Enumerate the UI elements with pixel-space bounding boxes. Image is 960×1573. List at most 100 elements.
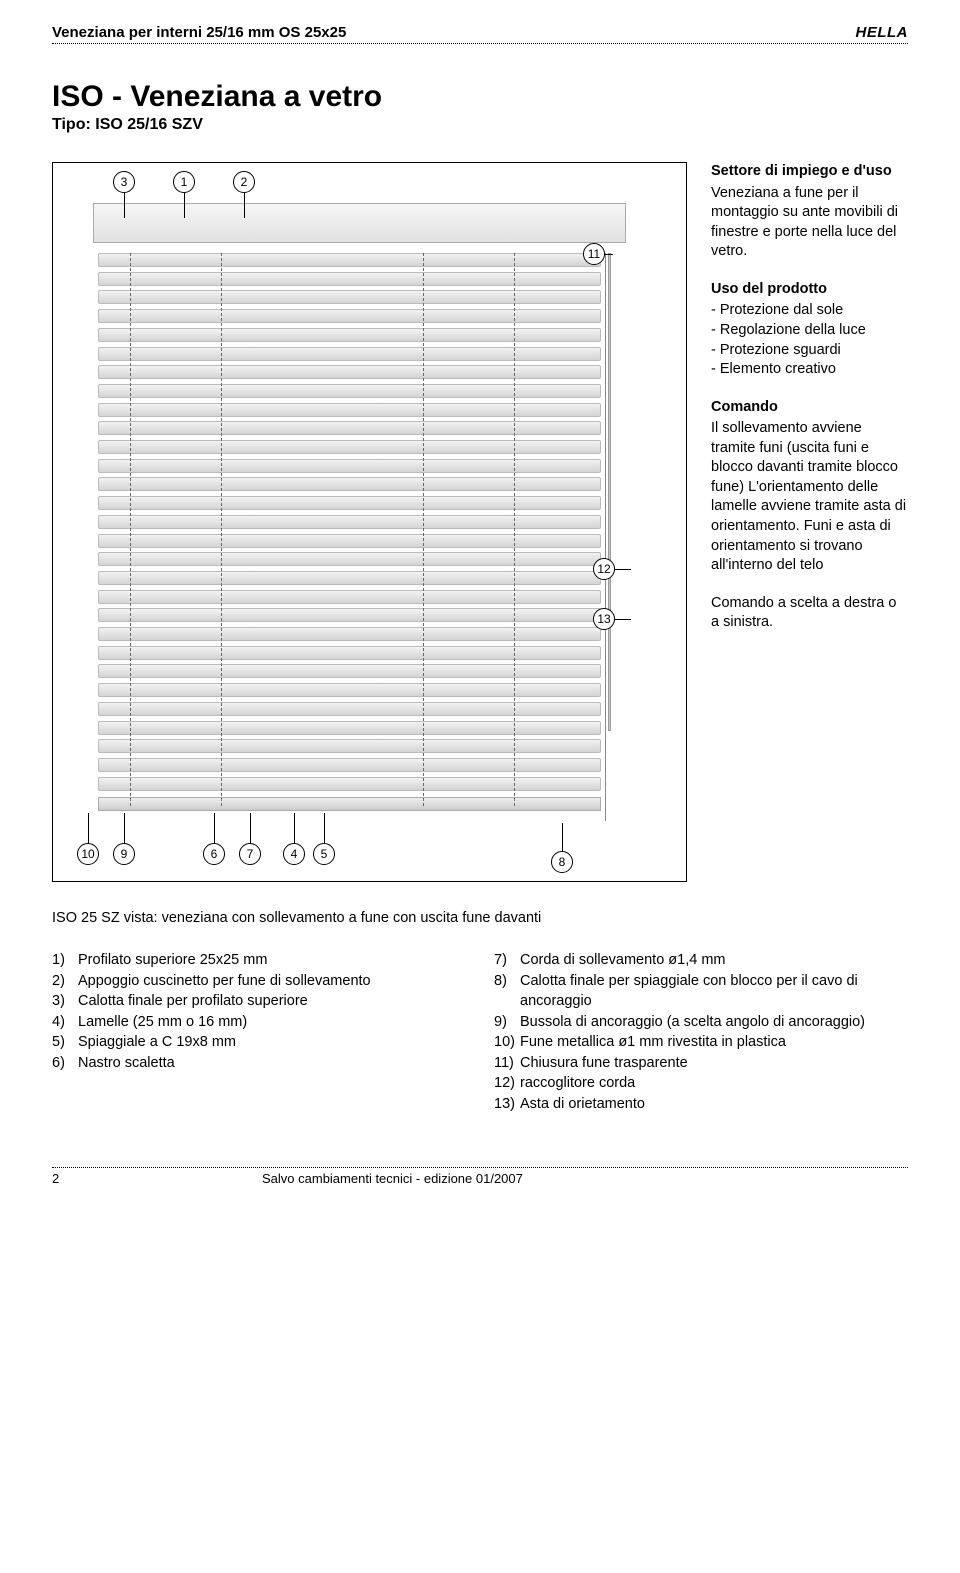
- legend-num: 6): [52, 1053, 78, 1074]
- slat: [98, 758, 601, 772]
- slat: [98, 253, 601, 267]
- bottom-rail: [98, 797, 601, 811]
- slat: [98, 590, 601, 604]
- ladder-cord: [514, 253, 515, 806]
- slat: [98, 664, 601, 678]
- legend-text: raccoglitore corda: [520, 1073, 635, 1094]
- section1-title: Settore di impiego e d'uso: [711, 162, 908, 182]
- slat: [98, 777, 601, 791]
- legend-item: 11)Chiusura fune trasparente: [494, 1053, 908, 1074]
- page-header: Veneziana per interni 25/16 mm OS 25x25 …: [52, 24, 908, 44]
- slat: [98, 496, 601, 510]
- legend-item: 7)Corda di sollevamento ø1,4 mm: [494, 950, 908, 971]
- uso-item: Protezione sguardi: [711, 341, 908, 361]
- brand-logo: HELLA: [856, 24, 909, 41]
- slat: [98, 515, 601, 529]
- legend-item: 12)raccoglitore corda: [494, 1073, 908, 1094]
- blind-illustration: [93, 203, 626, 851]
- slat: [98, 290, 601, 304]
- section3-body1: Il sollevamento avviene tramite funi (us…: [711, 419, 908, 576]
- slat: [98, 534, 601, 548]
- legend-left: 1)Profilato superiore 25x25 mm2)Appoggio…: [52, 950, 466, 1115]
- leader-line: [244, 193, 245, 218]
- slat: [98, 309, 601, 323]
- legend-item: 2)Appoggio cuscinetto per fune di sollev…: [52, 971, 466, 992]
- callout-4: 4: [283, 843, 305, 865]
- leader-line: [615, 569, 631, 570]
- header-title: Veneziana per interni 25/16 mm OS 25x25: [52, 24, 346, 41]
- leader-line: [124, 193, 125, 218]
- legend-text: Bussola di ancoraggio (a scelta angolo d…: [520, 1012, 865, 1033]
- leader-line: [250, 813, 251, 843]
- legend-num: 11): [494, 1053, 520, 1074]
- legend-right: 7)Corda di sollevamento ø1,4 mm8)Calotta…: [494, 950, 908, 1115]
- legend-text: Nastro scaletta: [78, 1053, 175, 1074]
- legend-item: 4)Lamelle (25 mm o 16 mm): [52, 1012, 466, 1033]
- legend-text: Lamelle (25 mm o 16 mm): [78, 1012, 247, 1033]
- page-title: ISO - Veneziana a vetro: [52, 80, 908, 114]
- legend-text: Corda di sollevamento ø1,4 mm: [520, 950, 726, 971]
- legend-text: Profilato superiore 25x25 mm: [78, 950, 267, 971]
- callout-10: 10: [77, 843, 99, 865]
- legend-text: Fune metallica ø1 mm rivestita in plasti…: [520, 1032, 786, 1053]
- legend-text: Appoggio cuscinetto per fune di sollevam…: [78, 971, 371, 992]
- slat: [98, 459, 601, 473]
- legend-text: Calotta finale per profilato superiore: [78, 991, 308, 1012]
- uso-item: Regolazione della luce: [711, 321, 908, 341]
- description-column: Settore di impiego e d'uso Veneziana a f…: [711, 162, 908, 651]
- title-block: ISO - Veneziana a vetro Tipo: ISO 25/16 …: [52, 80, 908, 134]
- callout-7: 7: [239, 843, 261, 865]
- legend-item: 1)Profilato superiore 25x25 mm: [52, 950, 466, 971]
- slat: [98, 328, 601, 342]
- slat: [98, 627, 601, 641]
- slat: [98, 739, 601, 753]
- footer-page-number: 2: [52, 1171, 262, 1186]
- slat: [98, 384, 601, 398]
- legend-num: 12): [494, 1073, 520, 1094]
- page-footer: 2 Salvo cambiamenti tecnici - edizione 0…: [52, 1167, 908, 1186]
- legend-num: 4): [52, 1012, 78, 1033]
- section2-body: Protezione dal soleRegolazione della luc…: [711, 301, 908, 379]
- slat: [98, 365, 601, 379]
- leader-line: [124, 813, 125, 843]
- legend: 1)Profilato superiore 25x25 mm2)Appoggio…: [52, 950, 908, 1115]
- ladder-cord: [221, 253, 222, 806]
- legend-num: 5): [52, 1032, 78, 1053]
- legend-num: 10): [494, 1032, 520, 1053]
- section3-title: Comando: [711, 398, 908, 418]
- callout-2: 2: [233, 171, 255, 193]
- slat: [98, 702, 601, 716]
- leader-line: [184, 193, 185, 218]
- callout-12: 12: [593, 558, 615, 580]
- legend-num: 2): [52, 971, 78, 992]
- uso-list: Protezione dal soleRegolazione della luc…: [711, 301, 908, 379]
- legend-item: 9)Bussola di ancoraggio (a scelta angolo…: [494, 1012, 908, 1033]
- footer-text: Salvo cambiamenti tecnici - edizione 01/…: [262, 1171, 523, 1186]
- slat: [98, 477, 601, 491]
- legend-num: 1): [52, 950, 78, 971]
- legend-num: 7): [494, 950, 520, 971]
- callout-11: 11: [583, 243, 605, 265]
- slat: [98, 347, 601, 361]
- legend-item: 6)Nastro scaletta: [52, 1053, 466, 1074]
- page-subtitle: Tipo: ISO 25/16 SZV: [52, 116, 908, 134]
- slat: [98, 721, 601, 735]
- cord-assembly: [604, 213, 614, 821]
- figure-caption: ISO 25 SZ vista: veneziana con sollevame…: [52, 910, 908, 926]
- leader-line: [88, 813, 89, 843]
- top-rail: [93, 203, 626, 243]
- ladder-cord: [423, 253, 424, 806]
- uso-item: Protezione dal sole: [711, 301, 908, 321]
- legend-text: Calotta finale per spiaggiale con blocco…: [520, 971, 908, 1012]
- legend-num: 9): [494, 1012, 520, 1033]
- slat: [98, 403, 601, 417]
- slat: [98, 571, 601, 585]
- slat: [98, 683, 601, 697]
- leader-line: [294, 813, 295, 843]
- leader-line: [615, 619, 631, 620]
- legend-text: Chiusura fune trasparente: [520, 1053, 688, 1074]
- legend-text: Spiaggiale a C 19x8 mm: [78, 1032, 236, 1053]
- callout-9: 9: [113, 843, 135, 865]
- slat: [98, 272, 601, 286]
- legend-item: 13)Asta di orietamento: [494, 1094, 908, 1115]
